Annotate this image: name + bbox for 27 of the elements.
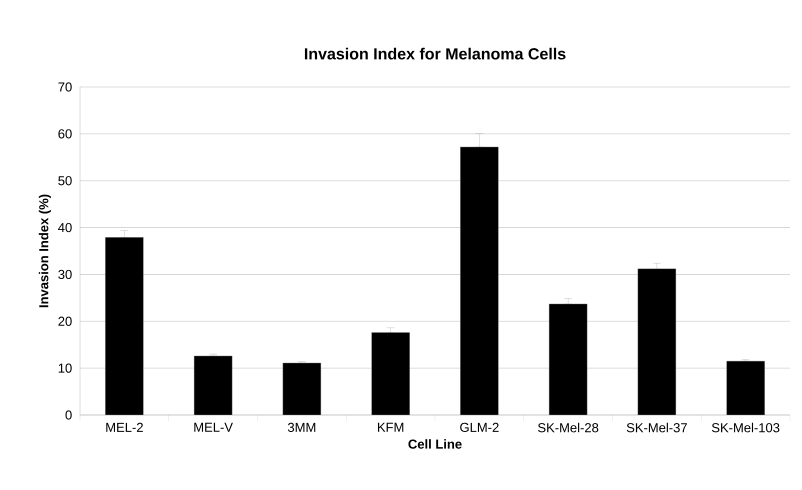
y-tick-label: 70 [58,82,72,92]
x-tick-label: MEL-V [194,422,233,432]
bar [460,146,499,415]
x-tick-label: 3MM [288,422,316,432]
y-tick-label: 20 [58,316,72,326]
x-axis-title: Cell Line [408,439,462,449]
y-tick-label: 50 [58,176,72,186]
bar [638,268,676,415]
y-tick-label: 40 [58,222,72,232]
bar [726,360,765,415]
bar [548,304,588,415]
x-tick-label: SK-Mel-103 [712,422,780,432]
x-tick-label: SK-Mel-37 [626,422,687,432]
bar [371,332,410,415]
x-tick-label: SK-Mel-28 [538,422,598,432]
bar [105,237,144,415]
y-tick-label: 60 [58,129,72,138]
x-tick-label: KFM [378,422,404,432]
bar [282,362,322,415]
x-tick-label: GLM-2 [460,422,499,432]
x-tick-label: MEL-2 [106,422,143,432]
y-tick-label: 30 [58,270,72,280]
bar [194,356,232,415]
chart-title: Invasion Index for Melanoma Cells [304,48,566,60]
y-axis-title: Invasion Index (%) [38,194,51,308]
y-tick-label: 10 [58,364,72,373]
y-tick-label: 0 [66,410,72,420]
